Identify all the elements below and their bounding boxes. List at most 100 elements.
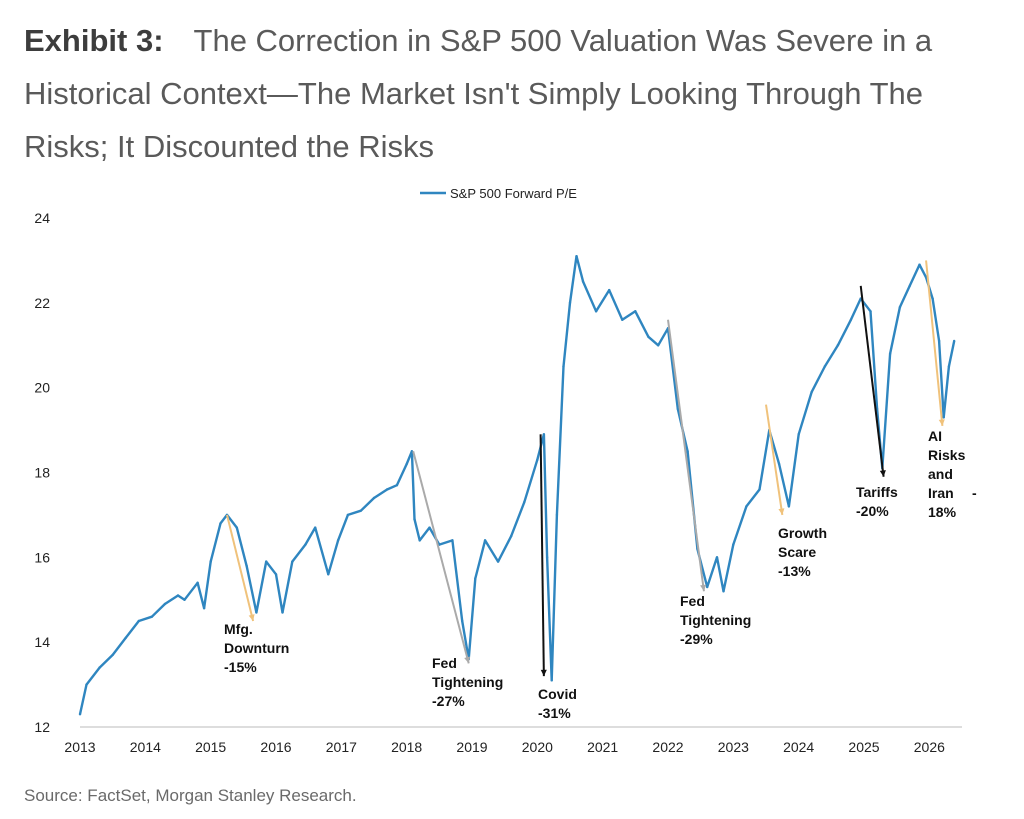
data-point xyxy=(219,522,222,525)
title-text: The Correction in S&P 500 Valuation Was … xyxy=(24,23,933,164)
annotation-line: Iran xyxy=(928,485,954,501)
legend-label: S&P 500 Forward P/E xyxy=(450,186,577,201)
data-point xyxy=(777,462,781,466)
data-point xyxy=(758,488,761,491)
x-tick-label: 2020 xyxy=(522,739,553,755)
annotation-line: AI xyxy=(928,428,942,444)
source-note: Source: FactSet, Morgan Stanley Research… xyxy=(24,786,357,805)
data-point xyxy=(898,305,902,309)
data-point xyxy=(111,653,114,657)
data-point xyxy=(918,263,921,266)
data-point xyxy=(732,543,735,546)
annotation-arrow xyxy=(667,319,705,592)
data-point xyxy=(265,560,268,563)
x-tick-label: 2017 xyxy=(326,739,357,755)
x-tick-label: 2023 xyxy=(718,739,749,755)
annotation-label: Fed Tightening -27% xyxy=(432,655,503,709)
annotation-arrow xyxy=(539,434,545,677)
annotation-label: Fed Tightening -29% xyxy=(680,593,751,647)
data-point xyxy=(942,416,945,419)
data-point xyxy=(722,590,725,593)
annotation-arrowhead xyxy=(778,508,785,515)
data-point xyxy=(98,666,101,669)
data-point xyxy=(657,344,660,347)
data-point xyxy=(124,636,127,640)
data-point xyxy=(245,564,248,568)
data-point xyxy=(523,500,526,504)
data-point xyxy=(555,513,559,517)
data-point xyxy=(581,280,585,283)
annotation-label: Growth Scare -13% xyxy=(778,525,827,579)
data-point xyxy=(715,556,719,559)
annotation-arrowhead xyxy=(879,470,886,477)
data-point xyxy=(849,318,853,321)
data-point xyxy=(545,556,549,559)
data-point xyxy=(176,594,180,597)
data-point xyxy=(281,611,284,614)
annotation-label: Covid -31% xyxy=(538,686,577,721)
data-point xyxy=(255,611,258,614)
annotation-arrowhead xyxy=(464,656,471,664)
x-tick-label: 2025 xyxy=(848,739,879,755)
annotation-arrowhead xyxy=(540,669,547,677)
annotation-label: Tariffs -20% xyxy=(856,484,898,519)
annotation-line: -15% xyxy=(224,659,257,675)
annotation-line: -27% xyxy=(432,693,465,709)
data-point xyxy=(594,310,598,313)
annotation-arrow xyxy=(925,260,944,426)
annotation-arrow xyxy=(765,404,784,516)
data-point xyxy=(418,539,421,542)
annotation-arrow xyxy=(226,514,255,622)
x-tick-label: 2024 xyxy=(783,739,814,755)
annotations: Mfg. Downturn -15% Fed Tightening -27% Covid -3… xyxy=(224,428,977,721)
data-point xyxy=(931,297,934,300)
series-group xyxy=(78,254,956,716)
annotation-line: Mfg. xyxy=(224,621,253,637)
data-point xyxy=(647,335,650,338)
data-point xyxy=(810,390,813,394)
y-tick-label: 14 xyxy=(34,634,50,650)
data-point xyxy=(202,607,206,610)
data-point xyxy=(937,339,941,343)
data-point xyxy=(483,539,487,542)
data-point xyxy=(787,505,791,508)
data-point xyxy=(676,407,679,411)
annotation-line: Tightening xyxy=(432,674,503,690)
x-axis: 2013 2014 2015 2016 2017 2018 2019 2020 2021 2022… xyxy=(64,739,945,755)
data-point xyxy=(359,509,363,512)
annotation-line: Fed xyxy=(680,593,705,609)
annotation-line: Downturn xyxy=(224,640,289,656)
data-point xyxy=(304,543,307,546)
annotation-line: -20% xyxy=(856,503,889,519)
annotation-line: Growth xyxy=(778,525,827,541)
data-point xyxy=(536,458,539,461)
data-point xyxy=(183,598,186,601)
data-point xyxy=(562,365,565,368)
data-point xyxy=(908,284,911,288)
data-point xyxy=(372,496,376,500)
annotation-line: Covid xyxy=(538,686,577,702)
data-point xyxy=(575,254,578,258)
data-point xyxy=(924,276,928,279)
data-point xyxy=(496,560,500,563)
y-tick-label: 12 xyxy=(34,719,50,735)
data-point xyxy=(568,301,572,305)
annotation-label: AI Risks and Iran 18% xyxy=(928,428,966,520)
annotation-line: Risks xyxy=(928,447,966,463)
annotation-arrows xyxy=(226,260,945,677)
data-point xyxy=(314,526,317,529)
data-point xyxy=(510,534,513,538)
data-point xyxy=(163,602,167,606)
annotation-arrow xyxy=(412,451,470,664)
x-tick-label: 2021 xyxy=(587,739,618,755)
x-tick-label: 2014 xyxy=(130,739,161,755)
annotation-line: Fed xyxy=(432,655,457,671)
annotation-line: Tightening xyxy=(680,612,751,628)
data-point xyxy=(274,573,278,576)
data-point xyxy=(474,577,477,580)
data-point xyxy=(413,517,416,521)
y-tick-label: 24 xyxy=(34,210,50,226)
data-point xyxy=(836,344,840,347)
x-tick-label: 2016 xyxy=(260,739,291,755)
annotation-arrowhead xyxy=(248,614,255,621)
